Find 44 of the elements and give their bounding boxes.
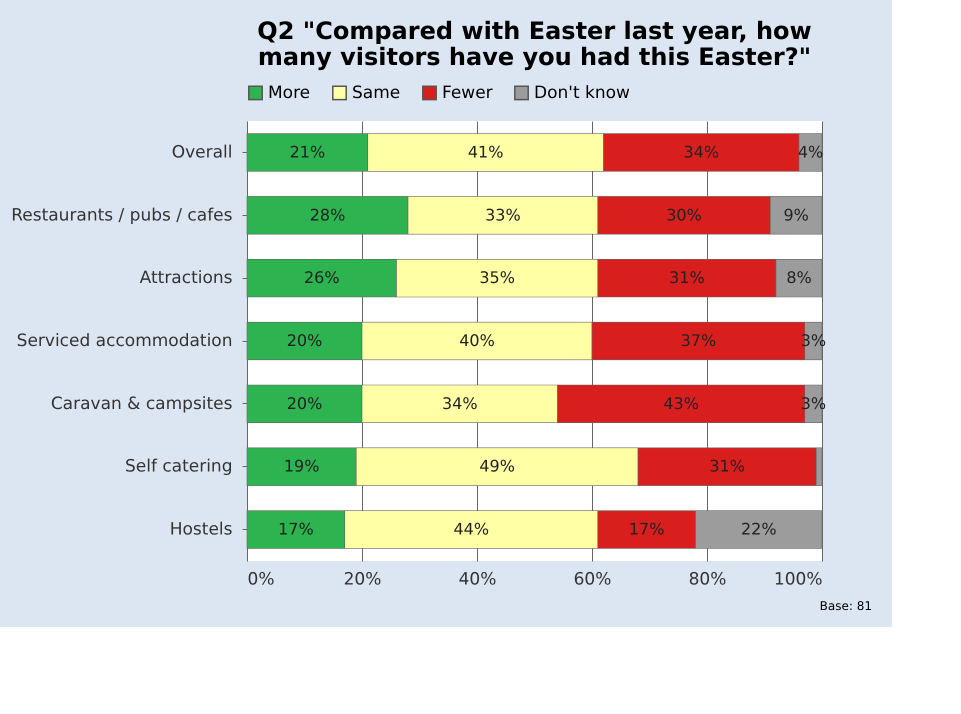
data-label: 26% bbox=[304, 268, 340, 288]
data-label: 30% bbox=[666, 205, 702, 224]
x-tick-label: 20% bbox=[344, 570, 382, 590]
legend-label: Same bbox=[352, 82, 400, 103]
x-tick-label: 80% bbox=[688, 570, 726, 590]
legend-label: Fewer bbox=[442, 82, 493, 103]
legend-label: More bbox=[268, 82, 310, 103]
y-tick-label: Serviced accommodation bbox=[16, 331, 232, 351]
y-tick-label: Attractions bbox=[140, 268, 233, 288]
y-tick-label: Caravan & campsites bbox=[50, 394, 233, 414]
data-label: 33% bbox=[485, 205, 521, 224]
data-label: 20% bbox=[286, 394, 322, 413]
data-label: 9% bbox=[783, 205, 809, 224]
x-tick-label: 60% bbox=[574, 570, 612, 590]
chart-title: Q2 "Compared with Easter last year, how many visitors have you had this Easter?" bbox=[257, 17, 812, 71]
data-label: 4% bbox=[798, 142, 824, 162]
data-label: 34% bbox=[683, 142, 720, 162]
data-label: 31% bbox=[669, 268, 705, 288]
data-label: 43% bbox=[663, 394, 699, 413]
y-tick-label: Restaurants / pubs / cafes bbox=[11, 205, 233, 226]
data-label: 37% bbox=[680, 331, 716, 350]
data-label: 49% bbox=[479, 456, 515, 476]
data-label: 40% bbox=[459, 331, 495, 350]
data-label: 34% bbox=[442, 394, 478, 413]
y-tick-label: Overall bbox=[172, 142, 232, 162]
y-tick-label: Self catering bbox=[124, 456, 232, 477]
data-label: 20% bbox=[286, 331, 322, 350]
data-label: 22% bbox=[740, 520, 777, 539]
text: Base: 81 bbox=[820, 599, 872, 613]
x-tick-label: 100% bbox=[774, 570, 822, 590]
data-label: 44% bbox=[453, 520, 490, 539]
data-label: 19% bbox=[284, 456, 320, 476]
legend-label: Don't know bbox=[534, 82, 630, 103]
data-label: 17% bbox=[628, 520, 664, 539]
data-label: 35% bbox=[479, 268, 515, 288]
data-label: 8% bbox=[786, 268, 812, 288]
y-tick-label: Hostels bbox=[170, 520, 233, 540]
x-tick-label: 0% bbox=[248, 570, 274, 590]
data-label: 31% bbox=[709, 456, 745, 476]
data-label: 28% bbox=[310, 205, 346, 224]
data-label: 21% bbox=[290, 142, 326, 162]
x-tick-label: 40% bbox=[458, 570, 496, 590]
data-label: 41% bbox=[468, 142, 504, 162]
data-label: 17% bbox=[278, 520, 314, 539]
